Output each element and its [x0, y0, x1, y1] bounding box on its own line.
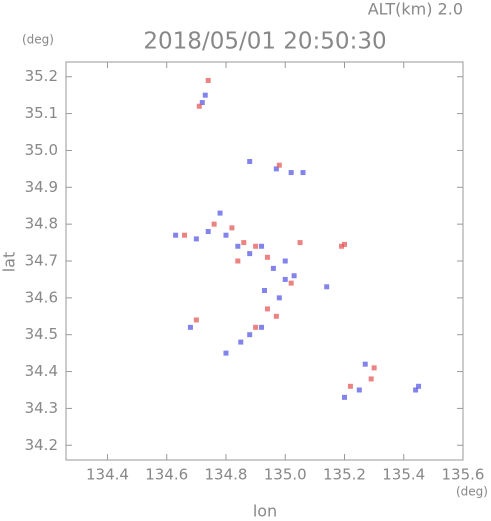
- x-axis-label: lon: [253, 502, 277, 521]
- y-tick-label: 34.4: [25, 362, 58, 380]
- echo-point: [276, 162, 282, 168]
- x-tick-label: 135.0: [264, 466, 307, 484]
- echo-point: [235, 258, 241, 264]
- echo-point: [211, 221, 217, 227]
- y-tick-label: 34.3: [25, 399, 58, 417]
- x-unit: (deg): [456, 485, 488, 499]
- echo-point: [262, 287, 267, 293]
- echo-point: [270, 265, 276, 271]
- echo-point: [341, 394, 347, 400]
- y-tick-label: 35.0: [25, 141, 58, 159]
- echo-point: [297, 240, 303, 246]
- echo-point: [371, 365, 377, 371]
- echo-point: [241, 240, 247, 246]
- echo-point: [259, 324, 265, 330]
- echo-point: [247, 251, 253, 257]
- echo-point: [196, 103, 202, 109]
- echo-point: [253, 324, 259, 330]
- chart-title: 2018/05/01 20:50:30: [143, 29, 386, 55]
- echo-point: [238, 339, 244, 345]
- chart-subtitle: ALT(km) 2.0: [368, 0, 463, 19]
- echo-point: [205, 77, 211, 83]
- echo-point: [247, 159, 253, 164]
- echo-point: [273, 166, 279, 172]
- echo-point: [247, 332, 253, 338]
- y-tick-label: 34.2: [25, 436, 58, 454]
- y-tick-label: 35.2: [25, 67, 58, 85]
- echo-point: [413, 387, 419, 393]
- echo-point: [199, 100, 205, 106]
- echo-point: [264, 254, 270, 260]
- echo-point: [362, 361, 368, 367]
- y-tick-label: 35.1: [25, 104, 58, 122]
- y-tick-label: 34.8: [25, 215, 58, 233]
- echo-point: [187, 324, 193, 330]
- echo-point: [235, 243, 241, 249]
- echo-point: [341, 241, 347, 247]
- echo-point: [288, 280, 294, 286]
- y-axis-label: lat: [0, 252, 19, 273]
- echo-point: [282, 276, 288, 282]
- echo-point: [229, 225, 235, 231]
- echo-point: [193, 236, 199, 242]
- echo-point: [368, 376, 374, 382]
- echo-point: [276, 295, 282, 301]
- y-tick-label: 34.7: [25, 252, 58, 270]
- echo-point: [416, 383, 422, 389]
- echo-point: [291, 273, 297, 279]
- echo-point: [288, 170, 294, 176]
- echo-point: [356, 387, 362, 393]
- echo-point: [264, 306, 270, 312]
- echo-point: [205, 229, 211, 235]
- x-tick-label: 134.6: [145, 466, 188, 484]
- echo-point: [173, 232, 179, 238]
- y-tick-label: 34.6: [25, 288, 58, 306]
- plot-frame: [65, 61, 464, 461]
- echo-point: [253, 243, 259, 249]
- echo-point: [182, 232, 188, 238]
- echo-point: [217, 210, 223, 216]
- echo-point: [259, 243, 265, 249]
- echo-point: [223, 350, 229, 356]
- echo-point: [300, 170, 306, 176]
- x-tick-label: 134.4: [86, 466, 129, 484]
- y-tick-label: 34.5: [25, 325, 58, 343]
- x-tick-label: 135.2: [323, 466, 366, 484]
- echo-point: [324, 284, 330, 290]
- echo-point: [347, 383, 353, 389]
- x-tick-label: 135.6: [442, 466, 485, 484]
- echo-point: [282, 258, 288, 264]
- echo-point: [339, 243, 345, 249]
- y-unit: (deg): [22, 33, 54, 47]
- x-tick-label: 135.4: [382, 466, 425, 484]
- echo-point: [223, 232, 229, 238]
- echo-point: [273, 313, 279, 319]
- x-tick-label: 134.8: [205, 466, 248, 484]
- y-tick-label: 34.9: [25, 178, 58, 196]
- echo-point: [193, 317, 199, 323]
- echo-point: [202, 92, 208, 98]
